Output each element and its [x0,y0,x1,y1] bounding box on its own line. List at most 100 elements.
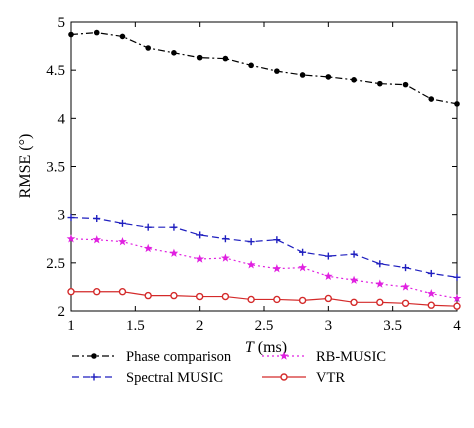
data-point-spectral-music [67,214,75,222]
legend-item-spectral-music: Spectral MUSIC [72,370,223,386]
x-tick-label: 1 [67,318,75,334]
legend-item-phase-comparison: Phase comparison [72,349,232,365]
data-point-vtr [67,288,75,296]
data-point-phase-comparison [428,96,435,102]
x-tick-label: 4 [453,318,461,334]
legend-swatch-marker [90,373,98,381]
data-point-phase-comparison [119,33,126,40]
x-tick-label: 2.5 [255,318,274,334]
data-point-phase-comparison [454,101,460,107]
legend: Phase comparison Spectral MUSIC RB-MUSIC VT… [72,349,386,386]
y-tick-label: 2.5 [46,256,65,272]
data-point-rb-music [118,237,127,246]
data-point-phase-comparison [196,54,203,61]
legend-label: RB-MUSIC [316,349,386,365]
data-point-vtr [453,302,461,310]
series-line-rb-music [70,238,458,300]
data-point-rb-music [66,234,76,243]
x-axis-title: T (ms) [245,339,287,356]
x-axis-title-variable: T [245,339,255,356]
data-point-rb-music [169,248,179,257]
legend-label: Phase comparison [126,349,232,365]
data-point-phase-comparison [145,45,151,51]
y-tick-label: 3 [58,208,66,224]
data-point-rb-music [272,264,282,273]
series-vtr [67,288,461,310]
legend-label: Spectral MUSIC [126,370,223,386]
data-point-vtr [144,291,152,300]
data-point-rb-music [375,279,385,288]
legend-swatch-marker [279,351,289,360]
data-point-vtr [93,288,101,296]
series-line-phase-comparison [70,31,458,105]
data-point-vtr [118,288,127,296]
y-tick-label: 2 [58,304,66,320]
data-point-rb-music [246,260,256,269]
data-point-rb-music [452,293,462,303]
data-point-phase-comparison [377,80,383,87]
y-tick-label: 4.5 [46,63,65,79]
y-tick-label: 3.5 [46,160,65,176]
data-point-spectral-music [118,219,126,227]
series-phase-comparison [68,29,460,107]
legend-item-vtr: VTR [262,370,345,386]
data-point-vtr [298,296,307,305]
data-point-phase-comparison [325,74,332,80]
series-line-spectral-music [70,216,458,278]
data-point-rb-music [143,243,153,253]
data-point-rb-music [195,254,205,263]
data-point-spectral-music [144,223,152,231]
data-point-spectral-music [93,215,101,223]
data-point-spectral-music [427,269,435,277]
data-point-rb-music [221,253,230,262]
data-point-phase-comparison [68,31,74,38]
data-point-vtr [170,291,178,300]
data-point-vtr [427,301,435,309]
data-point-spectral-music [196,231,204,239]
data-point-spectral-music [273,236,281,244]
data-point-phase-comparison [351,77,357,83]
x-axis-title-unit: (ms) [254,339,287,356]
legend-swatch-marker [91,353,97,359]
data-point-vtr [273,295,281,304]
data-point-phase-comparison [171,50,177,56]
data-point-spectral-music [221,235,229,243]
data-point-vtr [195,292,204,301]
data-point-vtr [247,295,255,304]
data-point-spectral-music [350,250,358,258]
data-point-vtr [401,299,410,307]
data-point-vtr [221,292,230,301]
data-point-rb-music [323,271,333,281]
y-axis-title: RMSE (°) [17,134,34,199]
series-spectral-music [67,214,461,281]
series-line-vtr [71,291,458,307]
x-tick-label: 1.5 [126,318,145,334]
legend-label: VTR [316,370,345,386]
data-point-rb-music [401,282,410,291]
data-point-rb-music [349,275,359,284]
data-point-phase-comparison [402,81,409,88]
x-tick-label: 2 [196,318,204,334]
data-point-rb-music [92,235,102,244]
data-point-rb-music [298,263,307,272]
series-rb-music [66,234,462,303]
data-point-spectral-music [299,248,307,256]
data-point-phase-comparison [274,68,280,74]
plot-frame [70,21,458,312]
legend-swatch-marker [280,373,288,381]
data-point-vtr [350,298,358,307]
data-point-phase-comparison [93,29,100,36]
data-point-spectral-music [170,223,178,231]
y-tick-label: 5 [58,15,66,31]
data-point-phase-comparison [222,55,229,62]
data-point-spectral-music [324,252,332,260]
data-point-spectral-music [376,260,384,268]
data-point-spectral-music [402,264,410,272]
y-tick-label: 4 [58,111,66,127]
data-point-spectral-music [453,273,461,281]
x-tick-label: 3.5 [383,318,402,334]
legend-item-rb-music: RB-MUSIC [262,349,386,365]
data-point-spectral-music [247,238,255,246]
plot-area: 1 1.5 2 2.5 3 3.5 4 2 2.5 3 3.5 4 4.5 5 [46,15,462,334]
